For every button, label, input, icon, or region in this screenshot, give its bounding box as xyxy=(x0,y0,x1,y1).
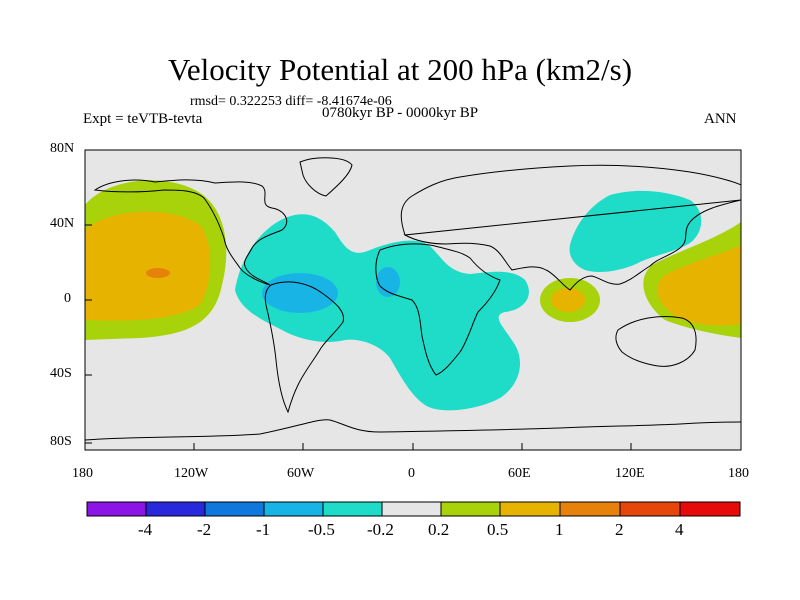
colorbar-swatch xyxy=(381,501,442,517)
coastline-south-america xyxy=(264,281,345,414)
colorbar-swatch xyxy=(440,501,501,517)
plot-frame xyxy=(84,149,742,451)
x-axis-label: 60E xyxy=(508,466,531,481)
stats-line: rmsd= 0.322253 diff= -8.41674e-06 xyxy=(190,94,392,109)
colorbar-label: -2 xyxy=(197,520,212,539)
x-axis-label: 180 xyxy=(728,466,749,481)
colorbar-swatch xyxy=(86,501,147,517)
colorbar-swatch xyxy=(619,501,681,517)
x-axis-label: 120W xyxy=(174,466,209,481)
contour-neg-mid-westafrica xyxy=(376,267,400,297)
contour-pos-mid-pacific xyxy=(85,211,211,321)
colorbar xyxy=(86,501,741,517)
x-axis-label: 180 xyxy=(72,466,93,481)
colorbar-label: -4 xyxy=(138,520,153,539)
coastline-north-america xyxy=(93,179,288,286)
colorbar-label: -0.2 xyxy=(367,520,394,539)
colorbar-swatch xyxy=(679,501,741,517)
coastline-antarctica xyxy=(85,419,741,441)
x-axis-label: 120E xyxy=(615,466,645,481)
coastlines xyxy=(85,157,741,441)
coastline-australia xyxy=(615,316,697,367)
colorbar-swatch xyxy=(145,501,206,517)
colorbar-label: -0.5 xyxy=(308,520,335,539)
contour-pos-mid-indian xyxy=(551,288,585,312)
colorbar-swatch xyxy=(263,501,324,517)
x-axis-label: 60W xyxy=(287,466,315,481)
colorbar-swatch xyxy=(499,501,561,517)
colorbar-label: 0.2 xyxy=(428,520,450,539)
x-axis-label: 0 xyxy=(408,466,415,481)
contour-neg-light-eastasia xyxy=(569,190,702,273)
colorbar-swatch xyxy=(322,501,383,517)
contour-pos-mid-westpacific xyxy=(657,245,741,326)
time-subtitle: 0780kyr BP - 0000kyr BP xyxy=(322,105,479,121)
contour-fill-layer xyxy=(85,180,741,411)
y-axis-label: 80S xyxy=(50,434,72,449)
contour-neg-mid-amazon xyxy=(262,273,338,313)
coastline-eurasia xyxy=(400,164,741,291)
colorbar-label: -1 xyxy=(256,520,271,539)
colorbar-label: 2 xyxy=(615,520,624,539)
colorbar-swatch xyxy=(559,501,621,517)
contour-pos-strong-pacific xyxy=(146,268,170,278)
season-label: ANN xyxy=(704,111,737,127)
colorbar-label: 0.5 xyxy=(487,520,509,539)
coastline-greenland xyxy=(299,157,353,197)
y-axis-label: 0 xyxy=(64,291,71,306)
colorbar-label: 1 xyxy=(555,520,564,539)
colorbar-label: 4 xyxy=(675,520,684,539)
colorbar-swatch xyxy=(204,501,265,517)
y-axis-label: 40N xyxy=(50,216,75,231)
y-axis-label: 40S xyxy=(50,366,72,381)
coastline-africa xyxy=(375,243,501,376)
contour-neg-light-atlantic xyxy=(235,214,529,411)
experiment-label: Expt = teVTB-tevta xyxy=(83,111,203,127)
y-axis-label: 80N xyxy=(50,141,75,156)
map-title: Velocity Potential at 200 hPa (km2/s) xyxy=(167,52,633,87)
